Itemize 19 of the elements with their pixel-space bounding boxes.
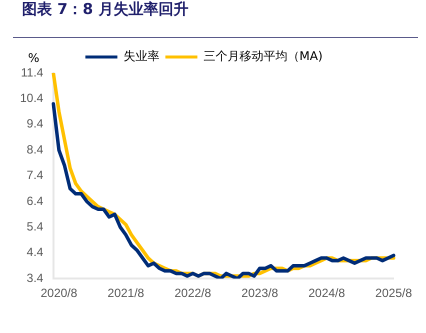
y-tick-label: 4.4 [26,245,44,260]
y-tick-label: 11.4 [20,65,44,80]
x-tick-label: 2023/8 [241,286,278,300]
x-tick-label: 2024/8 [308,286,346,300]
y-tick-label: 6.4 [26,194,44,208]
x-tick-label: 2020/8 [40,286,78,300]
y-tick-label: 10.4 [20,91,44,106]
y-tick-label: 7.4 [26,168,44,182]
x-tick-label: 2022/8 [174,286,212,300]
y-tick-label: 9.4 [26,116,44,131]
y-tick-label: 5.4 [26,220,44,234]
x-tick-label: 2021/8 [108,286,145,300]
y-axis-title: % [28,51,40,66]
y-tick-label: 8.4 [26,142,44,156]
chart-title: 图表 7：8 月失业率回升 [22,0,188,19]
x-tick-label: 2025/8 [375,286,412,300]
y-tick-label: 3.4 [26,270,44,285]
legend-label: 三个月移动平均（MA) [203,49,323,64]
legend-label: 失业率 [123,49,160,64]
